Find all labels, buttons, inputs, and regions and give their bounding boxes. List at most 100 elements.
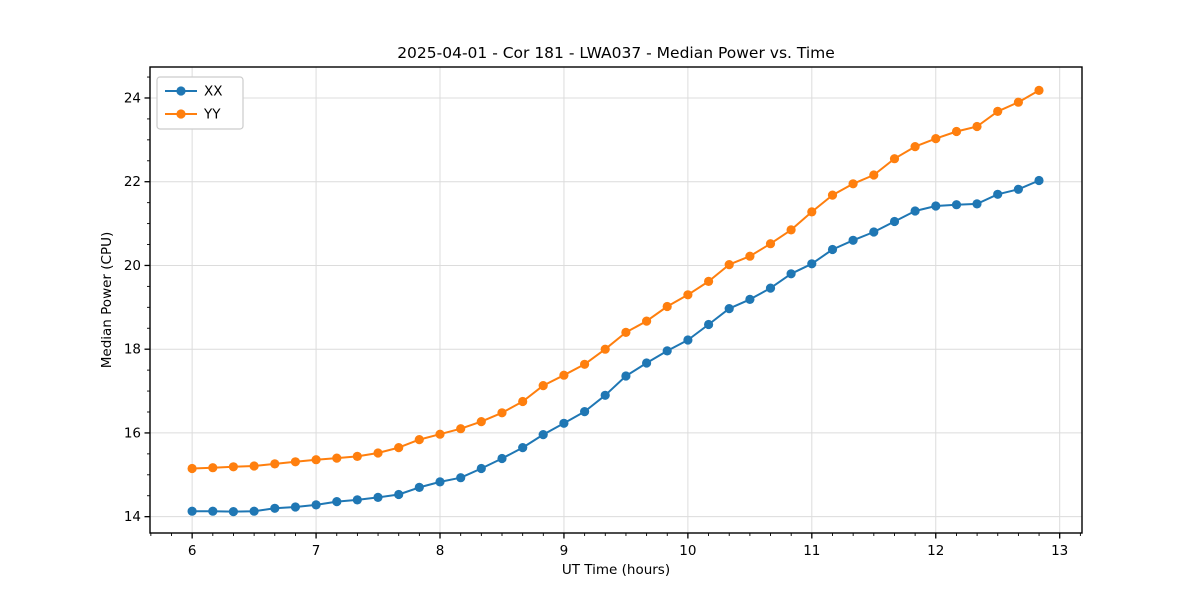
- data-point-XX: [538, 430, 548, 440]
- data-point-XX: [683, 335, 693, 345]
- tick-marks-and-labels: 6 7 8 9 10 11 12 13 14 16 18 20 22 24: [124, 76, 1081, 559]
- data-point-XX: [414, 482, 424, 492]
- data-point-XX: [373, 492, 383, 502]
- y-tick-label: 20: [124, 258, 141, 274]
- data-point-YY: [931, 134, 941, 144]
- data-point-YY: [889, 154, 900, 164]
- data-point-XX: [724, 304, 734, 314]
- data-point-XX: [765, 283, 776, 293]
- data-point-YY: [414, 435, 424, 445]
- data-point-XX: [1013, 184, 1024, 194]
- data-point-XX: [580, 407, 590, 417]
- data-point-YY: [435, 429, 445, 439]
- data-point-YY: [373, 448, 383, 458]
- data-point-YY: [972, 121, 982, 132]
- data-point-XX: [848, 235, 858, 245]
- data-point-YY: [538, 381, 548, 391]
- data-point-YY: [827, 190, 838, 200]
- data-point-YY: [951, 126, 962, 137]
- x-tick-label: 10: [679, 543, 696, 559]
- axes-frame: [149, 66, 1083, 534]
- data-point-YY: [683, 290, 693, 300]
- data-point-XX: [807, 259, 817, 269]
- data-point-YY: [311, 455, 321, 465]
- data-point-YY: [662, 301, 672, 312]
- data-point-XX: [518, 443, 528, 453]
- data-point-XX: [745, 294, 755, 304]
- data-point-XX: [869, 227, 879, 237]
- data-point-XX: [435, 477, 445, 487]
- data-point-XX: [476, 463, 486, 474]
- data-point-XX: [931, 201, 941, 211]
- data-point-YY: [765, 239, 776, 249]
- data-point-YY: [600, 344, 610, 354]
- data-point-YY: [476, 417, 486, 427]
- data-point-XX: [559, 418, 569, 428]
- data-point-XX: [662, 346, 672, 356]
- data-point-XX: [290, 502, 300, 512]
- legend-box: [156, 76, 244, 130]
- data-point-XX: [972, 199, 982, 209]
- plot-frame: [149, 66, 1083, 534]
- data-point-YY: [848, 179, 858, 189]
- data-point-XX: [786, 269, 796, 279]
- data-point-XX: [228, 507, 238, 517]
- legend-label-XX: XX: [204, 84, 223, 100]
- data-point-YY: [497, 408, 507, 418]
- y-axis-label: Median Power (CPU): [99, 232, 115, 368]
- data-point-XX: [497, 453, 507, 464]
- data-point-XX: [910, 206, 920, 216]
- legend-marker-YY: [176, 109, 186, 119]
- data-point-XX: [270, 503, 280, 513]
- grid-lines: [150, 67, 1082, 533]
- data-point-XX: [456, 473, 466, 483]
- data-point-YY: [208, 463, 218, 473]
- x-tick-label: 7: [312, 543, 321, 559]
- series-XX: [187, 175, 1044, 517]
- data-point-YY: [910, 142, 920, 152]
- data-point-XX: [621, 371, 631, 381]
- y-tick-label: 24: [124, 90, 141, 106]
- data-point-XX: [187, 506, 197, 516]
- y-tick-label: 14: [124, 509, 141, 525]
- x-tick-label: 8: [436, 543, 445, 559]
- x-tick-label: 13: [1051, 543, 1068, 559]
- data-point-YY: [580, 359, 590, 369]
- data-point-YY: [290, 457, 300, 467]
- data-point-YY: [993, 106, 1003, 116]
- legend: XX YY: [156, 76, 244, 130]
- data-point-YY: [1013, 97, 1024, 107]
- data-point-XX: [704, 319, 714, 330]
- y-tick-label: 18: [124, 342, 141, 358]
- x-tick-label: 11: [803, 543, 820, 559]
- x-axis-label: UT Time (hours): [562, 562, 670, 578]
- x-tick-label: 12: [927, 543, 944, 559]
- legend-label-YY: YY: [203, 107, 221, 123]
- data-point-YY: [394, 443, 404, 453]
- data-point-YY: [724, 260, 734, 270]
- data-point-XX: [394, 489, 404, 500]
- data-point-YY: [1034, 85, 1044, 95]
- data-point-YY: [621, 327, 631, 337]
- data-point-XX: [249, 506, 259, 516]
- data-point-YY: [518, 396, 528, 407]
- series-YY: [187, 85, 1044, 474]
- data-point-YY: [869, 170, 879, 180]
- data-point-YY: [228, 462, 238, 472]
- data-point-YY: [745, 251, 755, 261]
- data-point-YY: [187, 463, 197, 474]
- data-point-XX: [352, 495, 362, 505]
- data-point-XX: [311, 500, 321, 510]
- y-tick-label: 22: [124, 174, 141, 190]
- data-point-XX: [600, 390, 610, 400]
- data-point-XX: [642, 358, 652, 368]
- data-point-YY: [642, 316, 652, 326]
- data-point-YY: [559, 370, 569, 380]
- data-point-YY: [270, 459, 280, 469]
- data-point-XX: [993, 189, 1003, 199]
- chart-title: 2025-04-01 - Cor 181 - LWA037 - Median P…: [397, 44, 835, 62]
- x-tick-label: 6: [188, 543, 197, 559]
- data-point-YY: [352, 451, 362, 461]
